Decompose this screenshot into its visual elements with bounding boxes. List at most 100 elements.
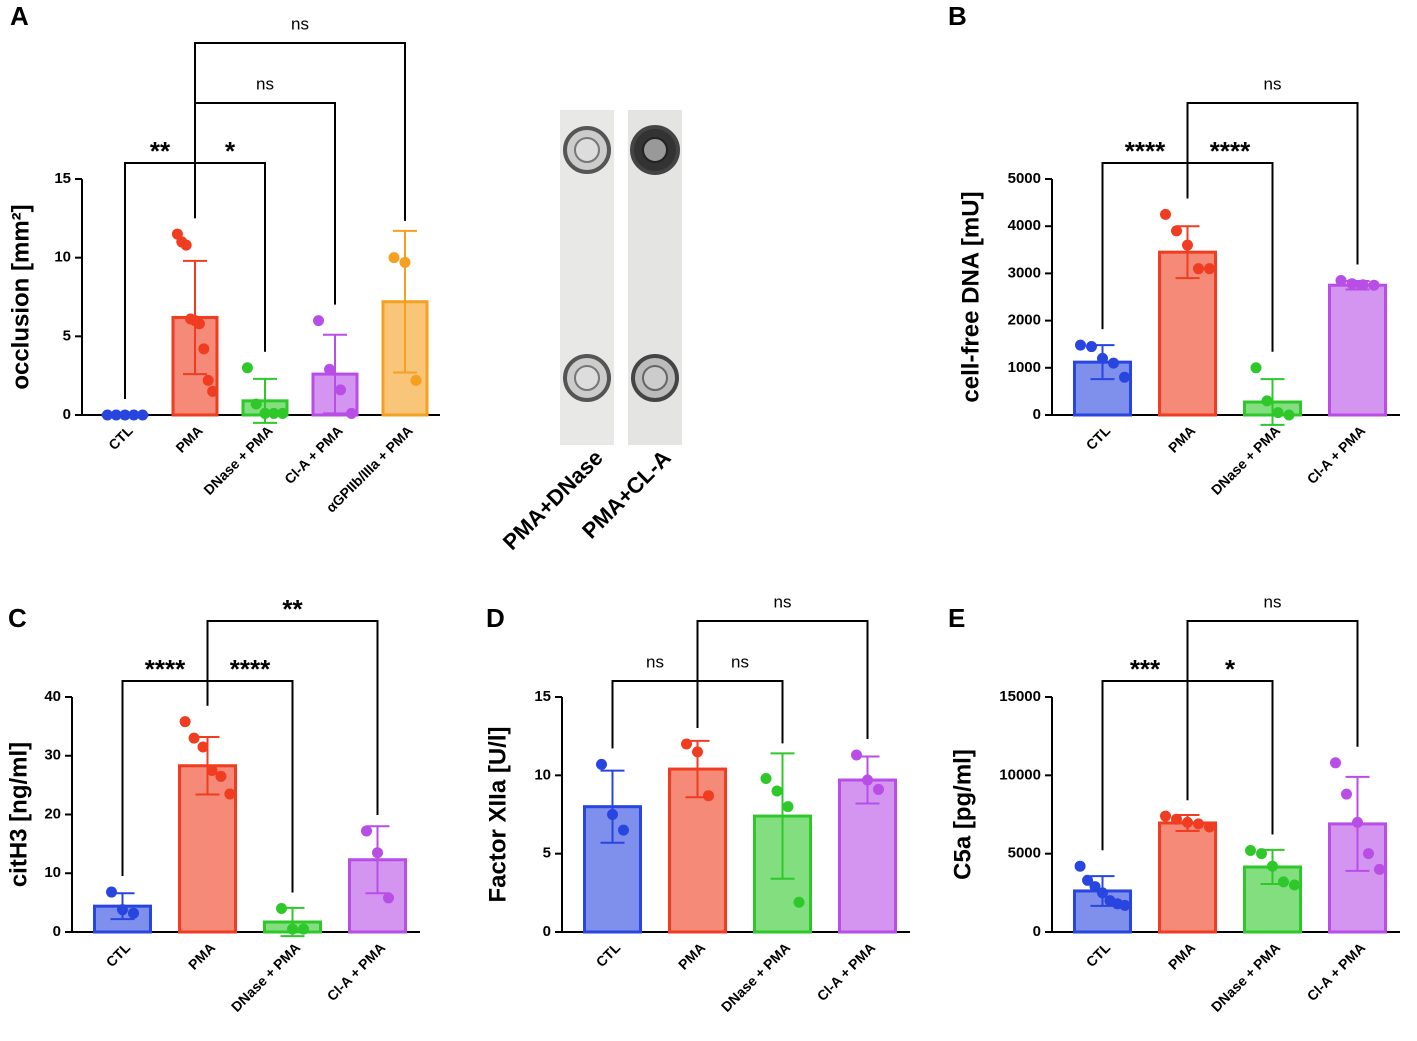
y-tick-label: 20: [44, 805, 61, 822]
data-point: [324, 363, 335, 375]
x-tick-label: Cl-A + PMA: [814, 939, 879, 1004]
y-tick-label: 10000: [999, 766, 1041, 783]
data-point: [1086, 341, 1097, 353]
significance-bracket: [611, 680, 699, 749]
significance-label: ****: [1210, 136, 1251, 166]
x-tick-label: PMA: [172, 422, 205, 455]
data-point: [128, 409, 140, 421]
data-point: [106, 886, 117, 898]
y-tick-label: 0: [63, 406, 71, 423]
data-point: [1193, 263, 1204, 275]
panel-label: B: [948, 1, 967, 31]
data-point: [383, 892, 394, 904]
data-point: [180, 239, 192, 251]
data-point: [1171, 225, 1182, 237]
data-point: [793, 896, 805, 908]
data-point: [1160, 208, 1171, 220]
y-axis-title: citH3 [ng/ml]: [5, 742, 32, 887]
significance-bracket: [1186, 620, 1359, 801]
y-axis-title: occlusion [mm²]: [7, 204, 34, 389]
panel-label: A: [10, 1, 29, 31]
data-point: [224, 788, 236, 800]
data-point: [206, 764, 218, 776]
significance-bracket: [696, 620, 869, 739]
data-point: [1289, 879, 1300, 891]
data-point: [1272, 407, 1284, 419]
y-tick-label: 10: [54, 249, 71, 266]
data-point: [1341, 788, 1352, 800]
data-point: [287, 923, 298, 935]
y-tick-label: 15: [534, 688, 551, 705]
panel-label: D: [486, 603, 505, 633]
data-point: [703, 790, 714, 802]
significance-label: ns: [731, 652, 749, 671]
y-tick-label: 0: [53, 923, 61, 940]
x-tick-label: PMA: [185, 939, 218, 972]
data-point: [1335, 274, 1347, 286]
data-point: [862, 774, 873, 786]
panel-label: C: [8, 603, 27, 633]
y-tick-label: 5: [63, 327, 71, 344]
error-bar: [600, 769, 625, 844]
y-tick-label: 0: [1033, 406, 1041, 423]
data-point: [1108, 357, 1119, 369]
data-point: [215, 770, 227, 782]
data-point: [1330, 757, 1341, 769]
data-point: [1074, 860, 1086, 872]
error-bar: [1260, 378, 1285, 426]
well: [642, 137, 668, 163]
data-point: [1368, 279, 1380, 291]
x-tick-label: DNase + PMA: [718, 939, 793, 1014]
significance-bracket: [696, 680, 784, 744]
data-point: [1160, 810, 1171, 822]
y-axis-title: cell-free DNA [mU]: [957, 191, 984, 402]
significance-bracket: [206, 620, 379, 815]
data-point: [1075, 339, 1086, 351]
data-point: [117, 904, 128, 916]
significance-label: ns: [774, 592, 792, 611]
data-point: [618, 824, 629, 836]
significance-label: *: [225, 136, 236, 166]
data-point: [335, 384, 346, 396]
x-tick-label: PMA: [1165, 939, 1198, 972]
image-panel: PMA+DNase PMA+CL-A: [498, 110, 682, 555]
data-point: [410, 374, 422, 386]
significance-label: ****: [1125, 136, 1166, 166]
data-point: [137, 409, 149, 421]
data-point: [1182, 239, 1193, 251]
significance-label: **: [282, 594, 303, 624]
y-tick-label: 15: [54, 170, 71, 187]
bar: [1158, 821, 1217, 934]
data-point: [276, 903, 287, 914]
bar: [838, 778, 897, 934]
x-tick-label: DNase + PMA: [1208, 939, 1283, 1014]
data-point: [259, 407, 271, 419]
data-point: [188, 732, 200, 744]
x-tick-label: PMA: [1165, 422, 1198, 455]
y-tick-label: 5000: [1008, 845, 1041, 862]
data-point: [1171, 813, 1182, 825]
data-point: [1374, 863, 1385, 875]
data-point: [110, 409, 122, 421]
error-bar: [770, 752, 795, 880]
bar: [1328, 283, 1387, 417]
significance-label: ****: [145, 654, 186, 684]
x-tick-label: CTL: [593, 939, 624, 970]
error-bar: [1175, 225, 1200, 280]
y-tick-label: 0: [1033, 923, 1041, 940]
error-bar: [393, 229, 417, 374]
data-point: [1352, 816, 1363, 828]
data-point: [596, 758, 607, 770]
data-point: [268, 407, 280, 419]
x-tick-label: Cl-A + PMA: [1304, 939, 1369, 1004]
data-point: [346, 407, 357, 419]
error-bar: [323, 333, 347, 415]
data-point: [193, 318, 205, 330]
error-bar: [365, 825, 390, 895]
y-tick-label: 3000: [1008, 264, 1041, 281]
y-axis-title: C5a [pg/ml]: [949, 749, 976, 880]
y-tick-label: 10: [534, 766, 551, 783]
data-point: [1363, 848, 1374, 860]
data-point: [298, 923, 309, 935]
